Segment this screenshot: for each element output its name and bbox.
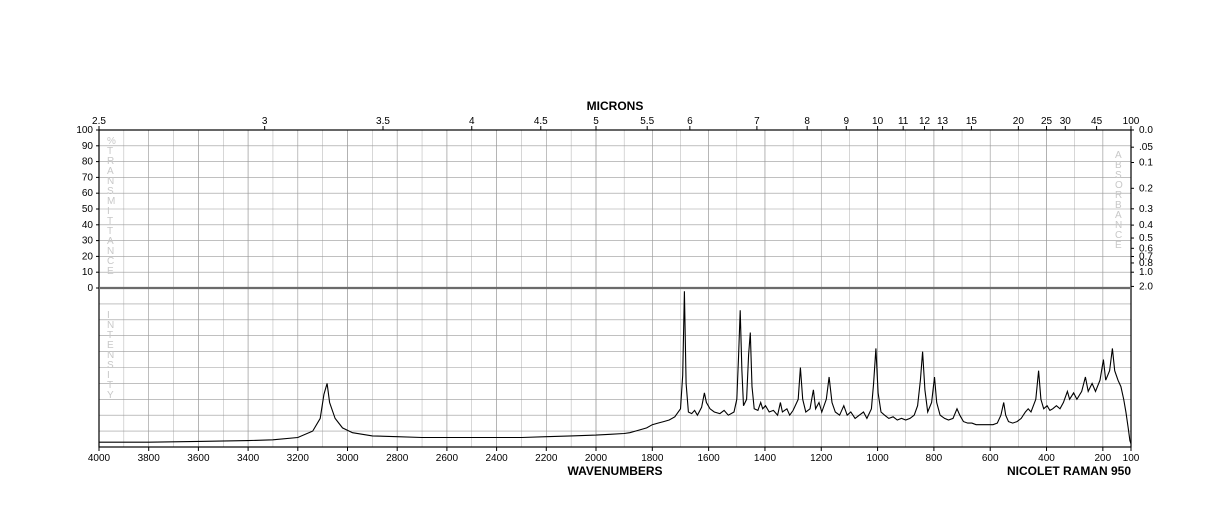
xtick-bottom: 1600 (698, 453, 721, 464)
xtick-bottom: 3800 (138, 453, 161, 464)
ytick-left: 90 (82, 141, 94, 152)
xtick-top: 8 (804, 116, 810, 127)
xtick-bottom: 3000 (336, 453, 359, 464)
ytick-left: 70 (82, 172, 94, 183)
xtick-bottom: 1800 (641, 453, 664, 464)
instrument-label: NICOLET RAMAN 950 (1007, 464, 1131, 478)
xtick-top: 2.5 (92, 116, 106, 127)
ytick-right: 0.2 (1139, 183, 1153, 194)
xtick-bottom: 800 (926, 453, 943, 464)
ytick-right: 0.0 (1139, 125, 1153, 136)
ytick-right: 0.4 (1139, 220, 1153, 231)
ytick-left: 10 (82, 267, 94, 278)
ytick-left: 30 (82, 236, 94, 247)
xtick-bottom: 3200 (287, 453, 310, 464)
ytick-left: 60 (82, 188, 94, 199)
xtick-bottom: 2200 (535, 453, 558, 464)
left-ghost-label: E (107, 266, 114, 277)
spectrum-svg: 01020304050607080901000.0.050.10.20.30.4… (0, 0, 1224, 528)
ytick-right: 0.1 (1139, 157, 1153, 168)
xtick-bottom: 400 (1038, 453, 1055, 464)
xtick-bottom: 2800 (386, 453, 409, 464)
xtick-top: 30 (1060, 116, 1072, 127)
xtick-bottom: 100 (1123, 453, 1140, 464)
ytick-left: 40 (82, 220, 94, 231)
xtick-top: 100 (1123, 116, 1140, 127)
xtick-top: 25 (1041, 116, 1053, 127)
xtick-bottom: 600 (982, 453, 999, 464)
ytick-left: 100 (76, 125, 93, 136)
xtick-top: 13 (937, 116, 949, 127)
xtick-top: 3.5 (376, 116, 390, 127)
xtick-bottom: 2000 (585, 453, 608, 464)
xtick-top: 4.5 (534, 116, 548, 127)
xtick-top: 6 (687, 116, 693, 127)
bottom-axis-title: WAVENUMBERS (567, 464, 662, 478)
xtick-bottom: 3400 (237, 453, 260, 464)
xtick-bottom: 1000 (866, 453, 889, 464)
ytick-right: 1.0 (1139, 267, 1153, 278)
ytick-left: 80 (82, 157, 94, 168)
xtick-bottom: 4000 (88, 453, 111, 464)
xtick-top: 4 (469, 116, 475, 127)
top-axis-title: MICRONS (587, 99, 644, 113)
ytick-left: 20 (82, 251, 94, 262)
xtick-top: 5.5 (640, 116, 654, 127)
xtick-top: 45 (1091, 116, 1103, 127)
ytick-right: 2.0 (1139, 281, 1153, 292)
xtick-bottom: 3600 (187, 453, 210, 464)
xtick-top: 15 (966, 116, 978, 127)
xtick-top: 10 (872, 116, 884, 127)
ytick-right: 0.3 (1139, 204, 1153, 215)
right-ghost-label: E (1115, 240, 1122, 251)
ytick-left: 0 (87, 283, 93, 294)
xtick-bottom: 1400 (754, 453, 777, 464)
xtick-top: 11 (898, 116, 909, 127)
ytick-right: .05 (1139, 142, 1153, 153)
xtick-bottom: 200 (1094, 453, 1111, 464)
xtick-top: 12 (919, 116, 931, 127)
xtick-bottom: 2400 (485, 453, 508, 464)
xtick-top: 3 (262, 116, 268, 127)
xtick-top: 20 (1013, 116, 1025, 127)
xtick-top: 9 (844, 116, 850, 127)
xtick-bottom: 2600 (436, 453, 459, 464)
lower-left-ghost-label: Y (107, 390, 114, 401)
xtick-top: 7 (754, 116, 760, 127)
spectrum-figure: 01020304050607080901000.0.050.10.20.30.4… (0, 0, 1224, 528)
ytick-left: 50 (82, 204, 94, 215)
xtick-bottom: 1200 (810, 453, 833, 464)
xtick-top: 5 (593, 116, 599, 127)
